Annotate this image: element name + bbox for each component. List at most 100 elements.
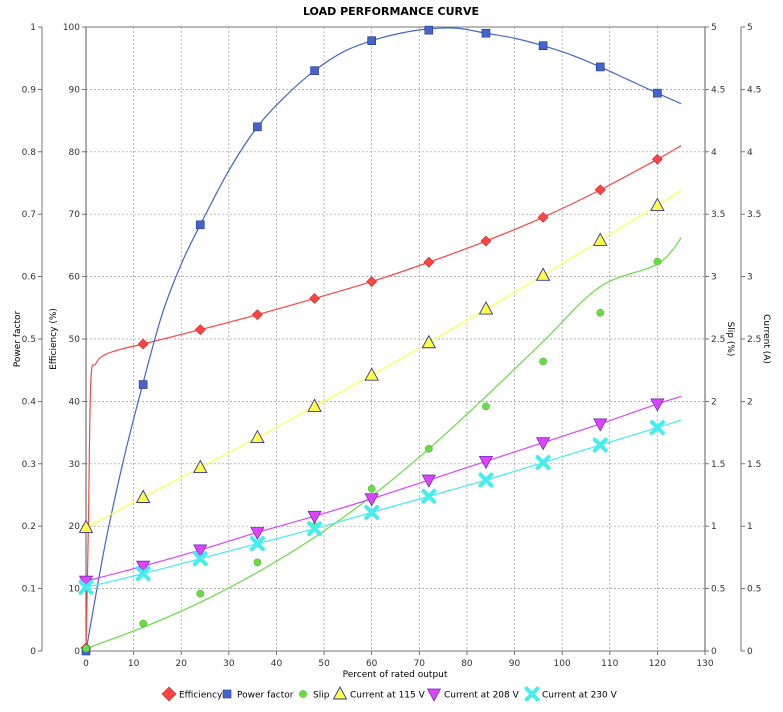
series-slip [82,237,682,653]
series-line [85,189,682,528]
marker [421,474,436,488]
marker [592,232,608,246]
y-tick-label: 1 [711,522,717,532]
series-current-at-115-v [78,189,682,533]
y-tick-label: 4 [711,148,717,158]
marker [137,338,149,350]
marker [650,398,665,412]
marker [595,62,605,72]
marker [196,589,205,598]
marker [653,257,662,266]
marker [251,309,263,321]
y-tick-label: 20 [69,522,81,532]
marker [82,644,90,653]
legend-label: Current at 208 V [444,691,520,701]
y-tick-label: 3.5 [747,210,761,220]
marker [138,380,148,389]
y-tick-label: 1.5 [711,460,725,470]
marker [421,488,437,504]
marker [310,66,319,75]
x-tick-label: 110 [601,659,618,669]
legend-label: Slip [313,691,330,701]
marker [366,276,378,288]
marker [136,560,151,574]
y-tick-label: 30 [69,460,81,470]
marker-stroke [364,504,380,520]
y-tick-label: 2 [711,397,717,407]
marker [538,41,548,51]
y-tick-label: 0.1 [22,585,36,595]
marker [651,153,663,165]
marker [253,558,262,567]
legend-item-slip: Slip [299,690,330,701]
marker [195,220,205,230]
current-axis-label: Current (A) [761,314,771,364]
marker [535,267,551,281]
y-tick-label: 2 [747,397,753,407]
x-tick-label: 100 [554,659,571,669]
series-line [85,419,682,588]
y-tick-label: 70 [69,210,81,220]
marker [194,324,206,336]
y-tick-label: 10 [69,585,81,595]
axes-layer: 0 10 20 30 40 50 60 70 80 90 100 110 120 13000.10.20.… [22,23,762,669]
series-line [85,395,682,582]
y-tick-label: 0.6 [22,273,37,283]
marker-stroke [135,566,151,582]
y-tick-label: 0.3 [22,460,36,470]
legend-label: Efficiency [179,691,223,701]
marker [482,402,490,411]
marker [135,566,151,582]
marker-stroke [649,420,665,436]
marker-stroke [592,437,608,453]
marker [594,184,606,196]
marker-stroke [535,455,551,471]
marker [222,689,232,699]
series-line [85,145,682,652]
marker [250,429,265,444]
series-current-at-208-v [78,395,682,589]
series-current-at-230-v [78,419,682,595]
y-tick-label: 0 [30,647,36,657]
y-tick-label: 0.9 [22,85,37,95]
marker [250,527,265,541]
y-tick-label: 0 [711,647,717,657]
marker [478,301,494,315]
x-tick-label: 130 [696,659,713,669]
y-tick-label: 1.5 [747,460,761,470]
slip-axis-label: Slip (%) [725,322,735,357]
grid-layer [86,27,705,651]
legend-item-current-at-115-v: Current at 115 V [332,686,426,701]
marker [367,484,376,493]
legend-label: Current at 230 V [542,691,618,701]
marker-stroke [78,579,94,595]
marker [592,437,608,453]
y-tick-label: 0.5 [22,335,36,345]
marker [299,690,307,698]
y-tick-label: 4 [747,148,753,158]
x-tick-label: 50 [318,659,330,669]
marker [193,459,208,473]
y-tick-label: 0 [74,647,80,657]
chart-title: LOAD PERFORMANCE CURVE [303,5,479,18]
marker [481,28,491,38]
series-layer [78,25,682,656]
x-tick-label: 0 [83,659,89,669]
marker [480,235,492,247]
x-axis-label: Percent of rated output [343,670,448,680]
y-tick-label: 0.4 [22,397,37,407]
power-factor-axis-label: Power factor [13,310,23,367]
marker [423,256,435,268]
legend-label: Current at 115 V [350,691,426,701]
y-tick-label: 60 [69,273,81,283]
marker [135,489,151,503]
marker [78,519,94,533]
x-tick-label: 120 [649,659,666,669]
x-tick-label: 30 [223,659,235,669]
series-power-factor [81,25,682,656]
marker [309,293,320,304]
legend-item-efficiency: Efficiency [161,686,223,702]
marker [253,122,262,132]
legend-item-current-at-208-v: Current at 208 V [426,688,520,702]
